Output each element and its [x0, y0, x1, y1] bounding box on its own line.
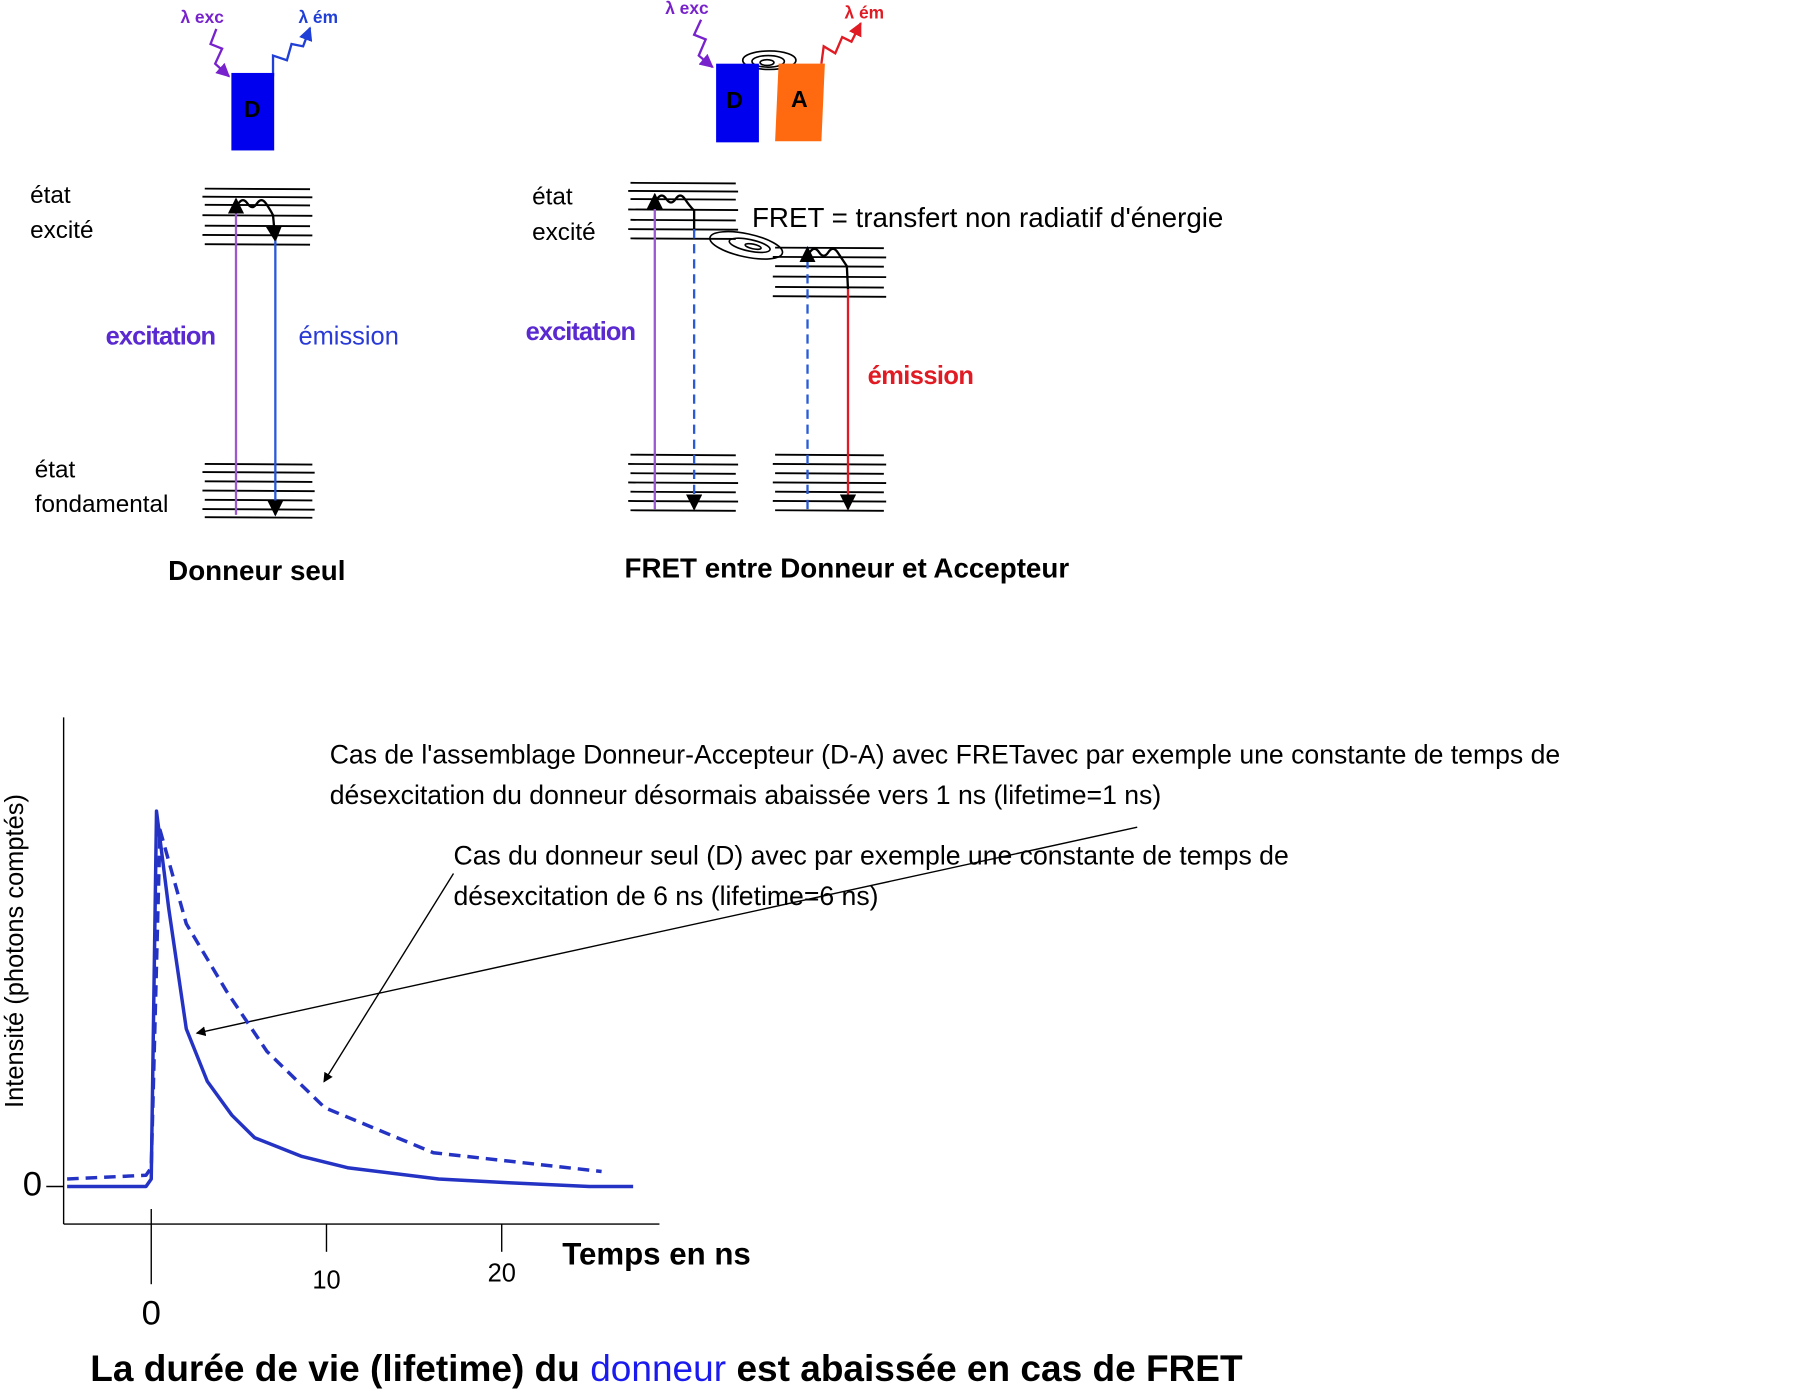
energy-level	[775, 286, 884, 289]
ground-label: fondamental	[35, 491, 169, 518]
energy-level	[630, 509, 736, 512]
energy-level	[204, 463, 313, 466]
emission-label: émission	[298, 323, 398, 351]
energy-level	[775, 265, 884, 268]
energy-level	[628, 481, 739, 484]
energy-level	[775, 490, 884, 494]
relaxation	[656, 194, 696, 232]
excited-label: état	[30, 182, 71, 209]
exc-photon	[209, 28, 231, 78]
energy-level	[772, 481, 887, 484]
energy-level	[628, 190, 739, 193]
label-exc: λ exc	[180, 7, 224, 27]
energy-level	[204, 480, 313, 483]
em-photon	[271, 26, 313, 77]
conclusion-text: La durée de vie (lifetime) du	[90, 1347, 580, 1389]
decay-curve	[67, 828, 602, 1181]
energy-level	[202, 195, 313, 199]
fret-note: FRET = transfert non radiatif d'énergie	[752, 202, 1223, 233]
emission-label: émission	[868, 362, 974, 390]
conclusion: La durée de vie (lifetime) du donneur est …	[90, 1347, 1243, 1389]
annotation: Cas de l'assemblage Donneur-Accepteur (D…	[330, 740, 1560, 770]
excitation-label: excitation	[106, 323, 216, 351]
energy-level	[630, 198, 736, 201]
energy-level	[204, 203, 311, 207]
ground-label: état	[35, 456, 76, 483]
energy-level	[772, 255, 887, 259]
energy-level	[202, 233, 313, 237]
energy-level	[772, 500, 887, 503]
energy-level	[204, 516, 313, 519]
energy-level	[630, 490, 736, 494]
annotation: désexcitation de 6 ns (lifetime=6 ns)	[454, 881, 879, 911]
x-tick-label: 20	[488, 1260, 516, 1288]
energy-level	[202, 508, 315, 511]
decay-chart: Intensité (photons comptés) Temps en ns …	[1, 717, 1560, 1333]
energy-level	[628, 500, 739, 503]
energy-level	[628, 463, 739, 466]
energy-level	[202, 214, 313, 217]
conclusion-text: est abaissée en cas de FRET	[736, 1347, 1243, 1389]
energy-level	[772, 275, 887, 279]
excited-label: état	[532, 183, 573, 210]
energy-levels	[202, 181, 887, 519]
energy-level	[202, 471, 315, 474]
energy-level	[204, 224, 311, 228]
energy-level	[775, 509, 884, 512]
label-em: λ ém	[845, 3, 885, 23]
exc-photon	[692, 19, 714, 69]
energy-level	[202, 489, 315, 493]
energy-level	[775, 453, 884, 457]
conclusion-highlight: donneur	[590, 1347, 726, 1389]
annotation: désexcitation du donneur désormais abais…	[330, 780, 1162, 810]
energy-level	[204, 498, 313, 502]
energy-level	[630, 472, 736, 475]
energy-level	[630, 453, 736, 457]
excited-label: excité	[30, 217, 93, 244]
y-axis-label: Intensité (photons comptés)	[1, 794, 29, 1108]
decay-curve	[67, 809, 634, 1189]
energy-level	[630, 181, 736, 185]
energy-level	[204, 187, 311, 191]
excited-label: excité	[532, 219, 595, 246]
x-axis-label: Temps en ns	[562, 1237, 751, 1272]
caption: Donneur seul	[168, 555, 345, 586]
label-em: λ ém	[298, 7, 338, 27]
annotation-arrow	[195, 826, 1138, 1037]
energy-level	[772, 295, 887, 298]
energy-level	[775, 472, 884, 475]
energy-level	[630, 218, 736, 222]
caption: FRET entre Donneur et Accepteur	[625, 553, 1070, 584]
spiral	[741, 50, 797, 71]
relaxation	[237, 199, 283, 243]
donor-label: D	[244, 96, 261, 122]
energy-level	[775, 246, 884, 250]
donor-box	[716, 63, 759, 143]
relaxation	[808, 247, 850, 290]
fret-spiral	[709, 230, 784, 260]
excitation-label: excitation	[526, 318, 636, 346]
energy-level	[628, 208, 739, 211]
energy-level	[772, 463, 887, 466]
y-tick-label: 0	[23, 1166, 42, 1204]
acceptor-box	[775, 63, 825, 142]
energy-level	[628, 228, 739, 231]
annotation-arrow	[323, 873, 455, 1083]
annotation: Cas du donneur seul (D) avec par exemple…	[454, 840, 1289, 870]
x-tick-label: 0	[142, 1295, 161, 1333]
energy-level	[204, 243, 311, 246]
donor-box	[231, 72, 275, 151]
x-tick-label: 10	[312, 1267, 340, 1295]
energy-level	[630, 237, 736, 240]
donor-label: D	[726, 87, 743, 113]
em-photon	[820, 21, 862, 64]
label-exc: λ exc	[665, 0, 709, 18]
acceptor-label: A	[791, 86, 808, 112]
